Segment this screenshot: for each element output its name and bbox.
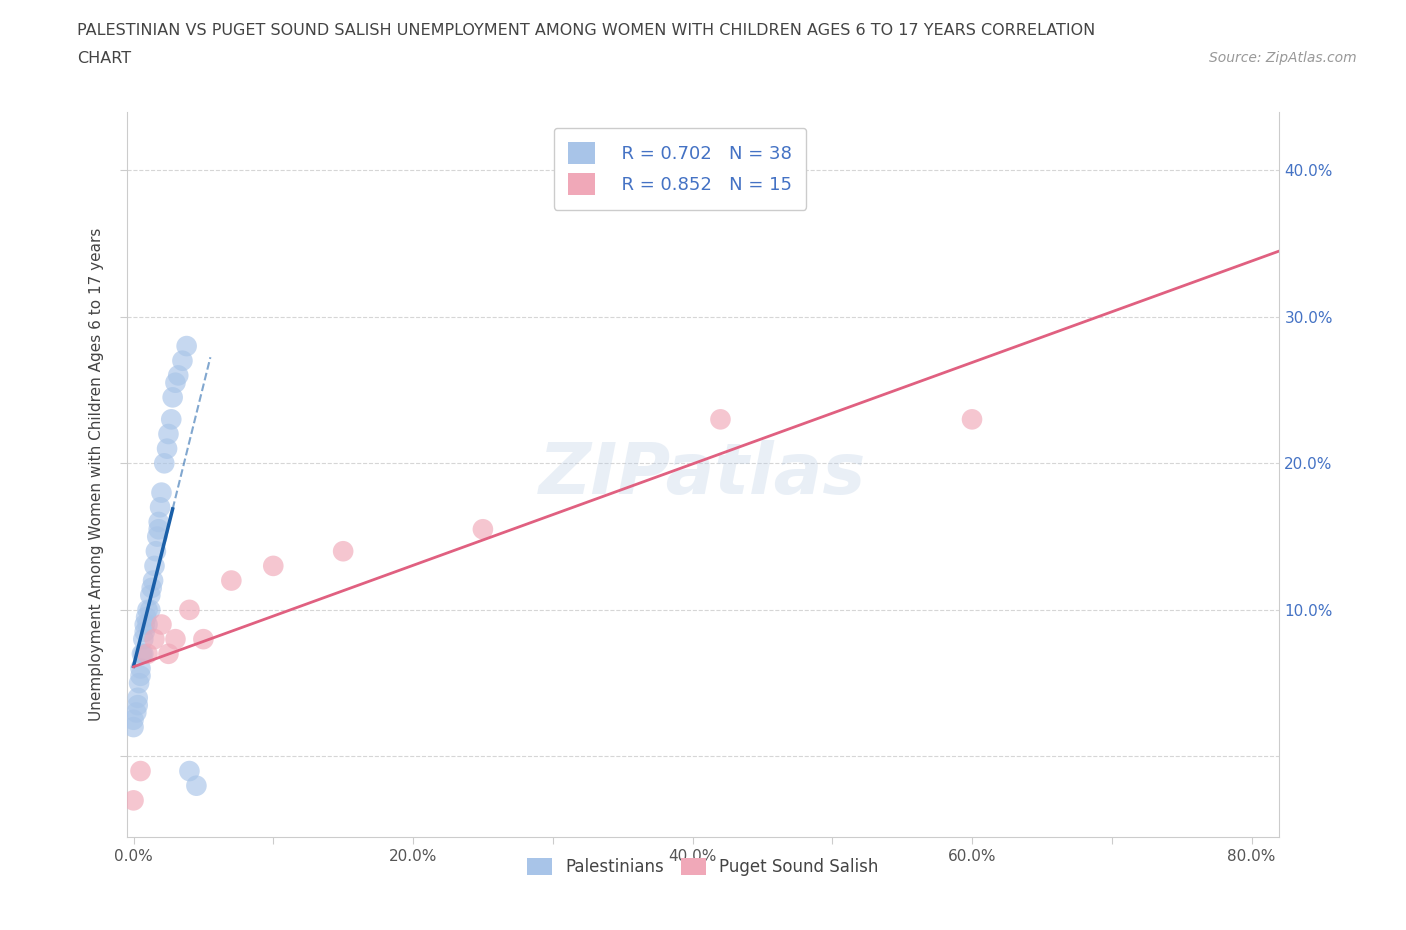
Point bbox=[139, 603, 162, 618]
Point bbox=[135, 610, 157, 625]
Point bbox=[129, 764, 152, 778]
Point bbox=[160, 412, 183, 427]
Point bbox=[127, 698, 149, 712]
Point bbox=[262, 558, 284, 573]
Point bbox=[136, 646, 159, 661]
Point bbox=[221, 573, 243, 588]
Point bbox=[132, 631, 155, 646]
Point bbox=[172, 353, 194, 368]
Point bbox=[134, 624, 156, 639]
Point bbox=[136, 603, 159, 618]
Point bbox=[131, 646, 153, 661]
Point bbox=[150, 618, 173, 632]
Point bbox=[145, 544, 167, 559]
Point bbox=[129, 669, 152, 684]
Text: ZIPatlas: ZIPatlas bbox=[540, 440, 866, 509]
Point bbox=[143, 558, 166, 573]
Point bbox=[132, 646, 155, 661]
Point bbox=[179, 764, 201, 778]
Point bbox=[148, 514, 170, 529]
Point bbox=[960, 412, 983, 427]
Point bbox=[146, 529, 169, 544]
Point bbox=[157, 646, 180, 661]
Point bbox=[148, 522, 170, 537]
Point bbox=[176, 339, 198, 353]
Point bbox=[165, 631, 187, 646]
Point bbox=[149, 499, 172, 514]
Point bbox=[150, 485, 173, 500]
Text: CHART: CHART bbox=[77, 51, 131, 66]
Point bbox=[153, 456, 176, 471]
Point bbox=[157, 427, 180, 442]
Point bbox=[186, 778, 208, 793]
Point bbox=[122, 720, 145, 735]
Point bbox=[142, 573, 165, 588]
Text: PALESTINIAN VS PUGET SOUND SALISH UNEMPLOYMENT AMONG WOMEN WITH CHILDREN AGES 6 : PALESTINIAN VS PUGET SOUND SALISH UNEMPL… bbox=[77, 23, 1095, 38]
Point bbox=[134, 618, 156, 632]
Point bbox=[128, 676, 150, 691]
Point bbox=[129, 661, 152, 676]
Point bbox=[143, 631, 166, 646]
Y-axis label: Unemployment Among Women with Children Ages 6 to 17 years: Unemployment Among Women with Children A… bbox=[89, 228, 104, 721]
Point bbox=[136, 618, 159, 632]
Legend: Palestinians, Puget Sound Salish: Palestinians, Puget Sound Salish bbox=[520, 852, 886, 883]
Point bbox=[127, 690, 149, 705]
Point bbox=[141, 580, 163, 595]
Point bbox=[332, 544, 354, 559]
Text: Source: ZipAtlas.com: Source: ZipAtlas.com bbox=[1209, 51, 1357, 65]
Point bbox=[709, 412, 731, 427]
Point bbox=[167, 368, 190, 383]
Point bbox=[156, 441, 179, 456]
Point bbox=[179, 603, 201, 618]
Point bbox=[139, 588, 162, 603]
Point bbox=[165, 376, 187, 391]
Point bbox=[122, 712, 145, 727]
Point bbox=[471, 522, 494, 537]
Point bbox=[125, 705, 148, 720]
Point bbox=[122, 793, 145, 808]
Point bbox=[193, 631, 215, 646]
Point bbox=[162, 390, 184, 405]
